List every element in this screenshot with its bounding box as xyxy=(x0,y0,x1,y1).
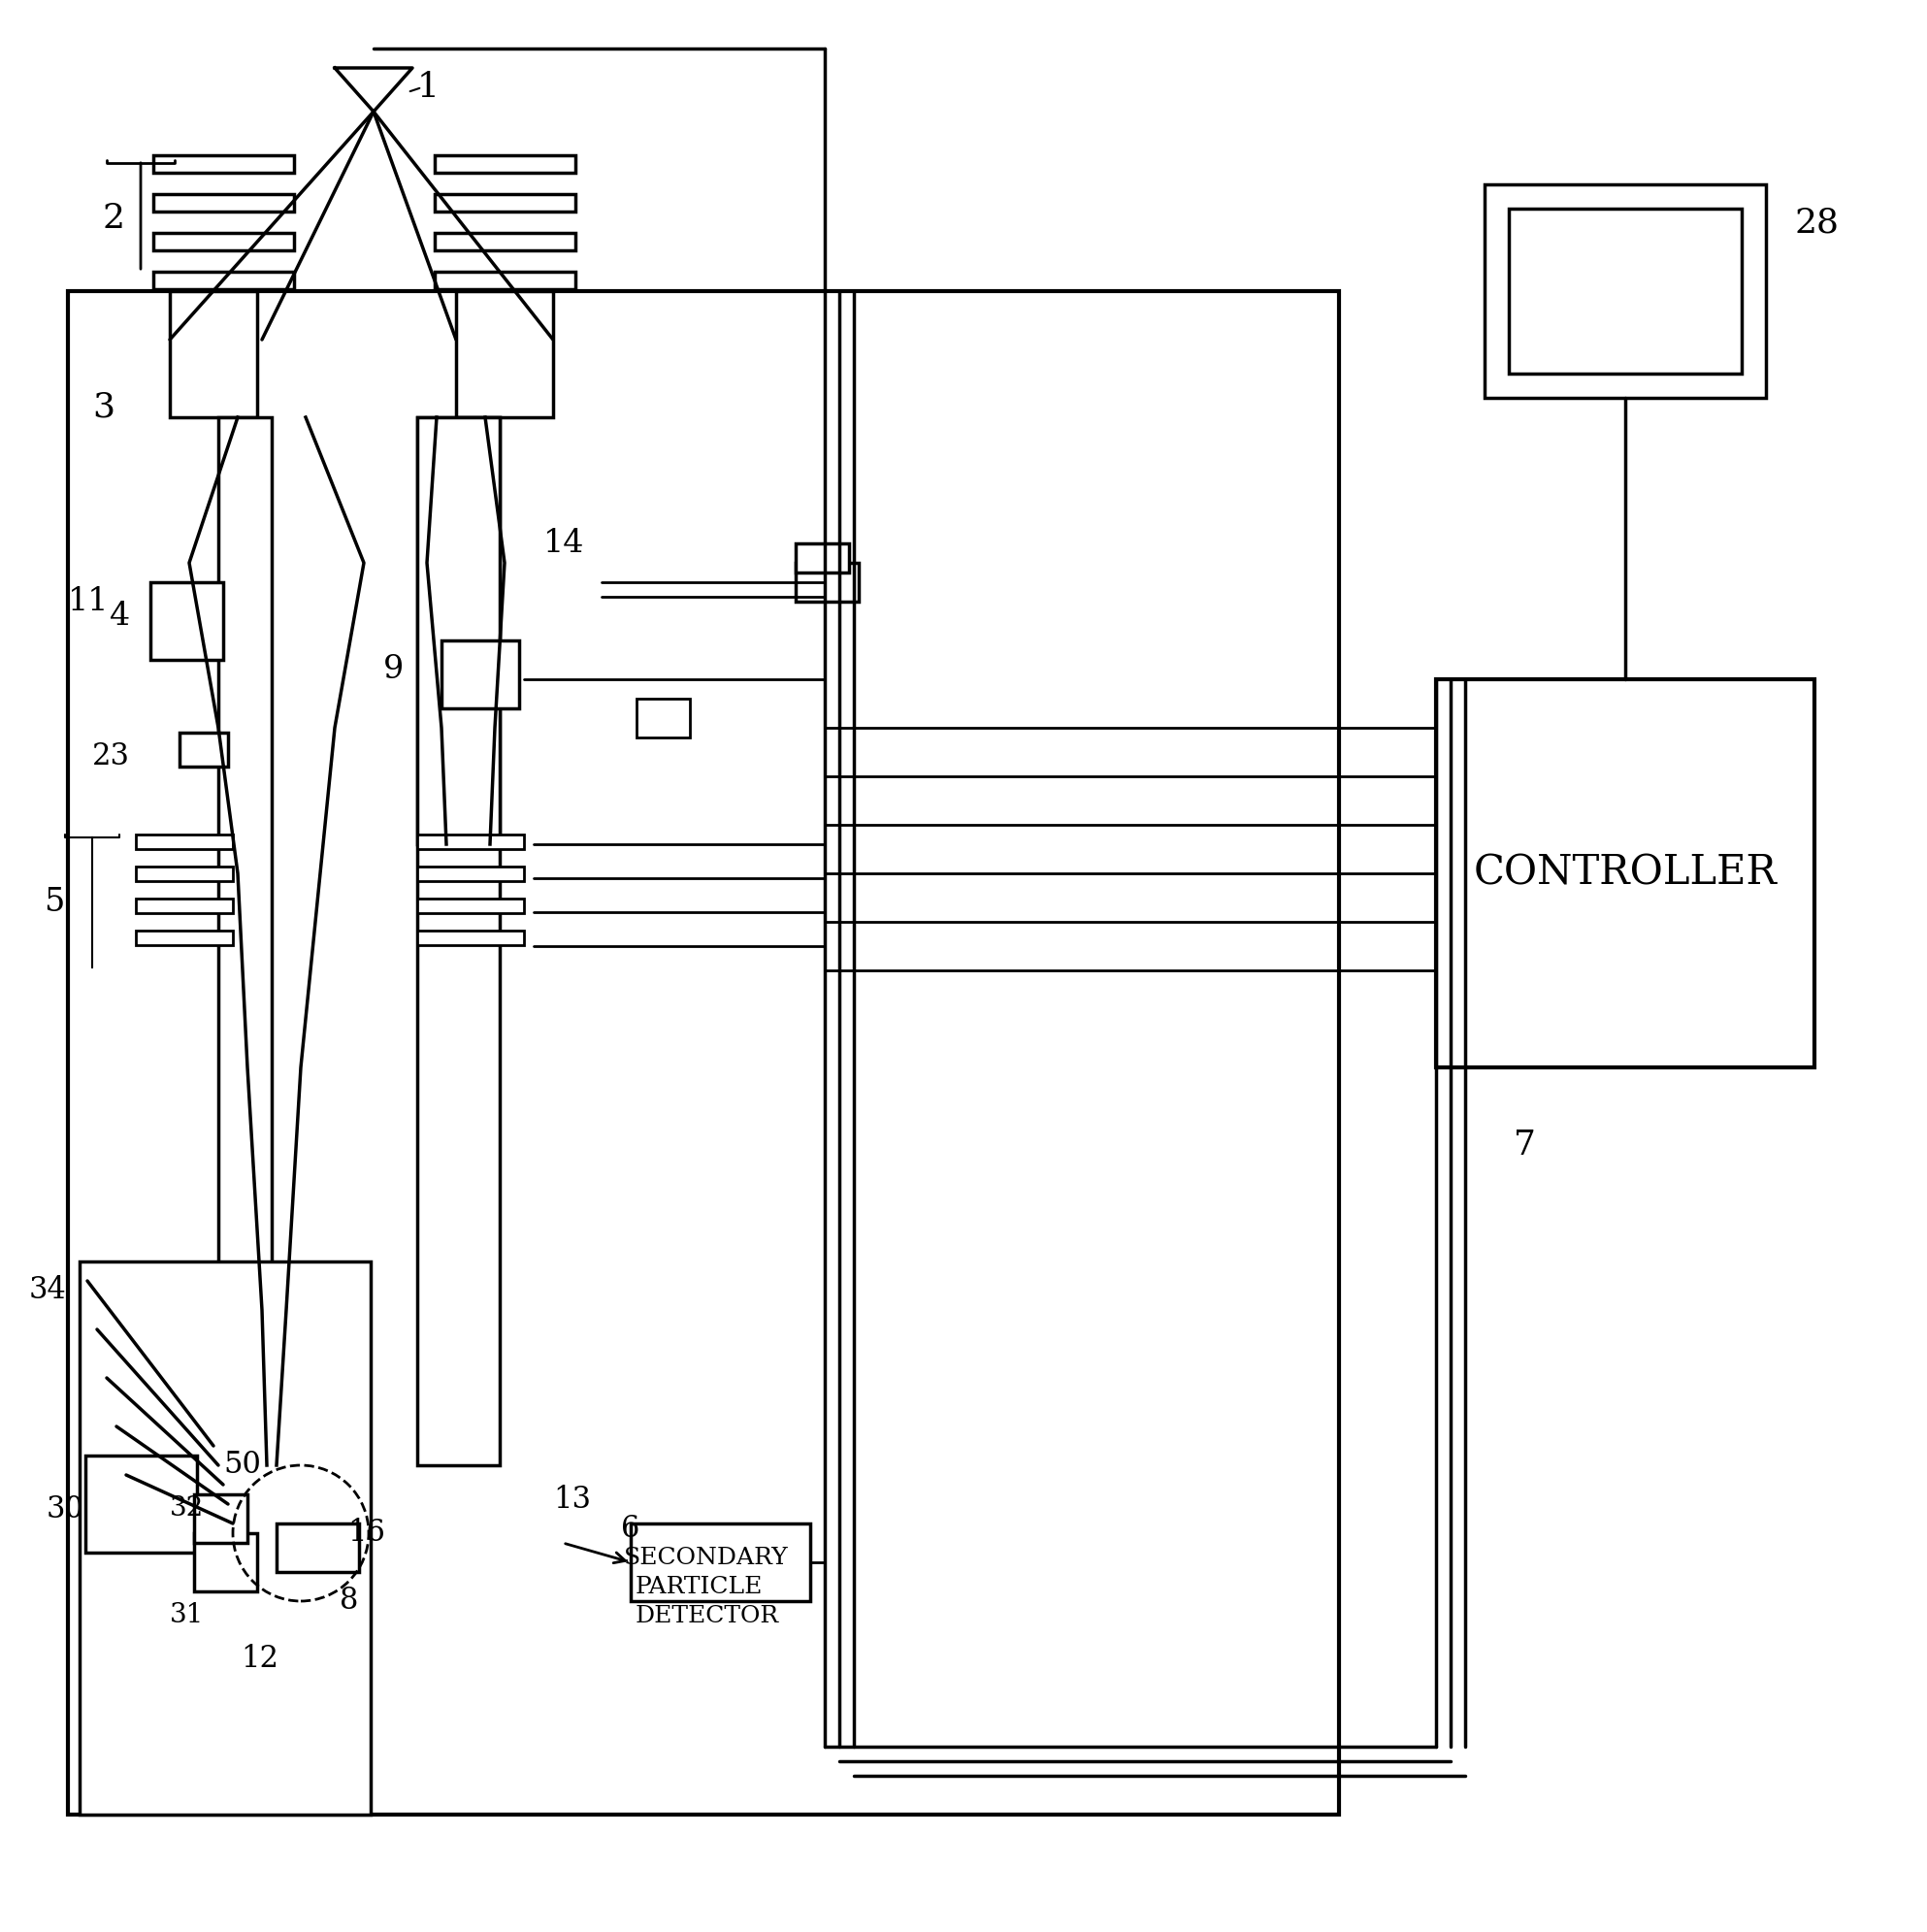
Bar xyxy=(135,867,233,881)
Text: DETECTOR: DETECTOR xyxy=(636,1604,779,1627)
Bar xyxy=(135,931,233,945)
Bar xyxy=(135,835,233,848)
Text: 23: 23 xyxy=(92,742,129,773)
Bar xyxy=(436,155,576,172)
Bar xyxy=(79,1262,370,1814)
Bar xyxy=(630,1524,809,1602)
Text: 34: 34 xyxy=(29,1275,67,1306)
Text: 6: 6 xyxy=(620,1513,640,1544)
Text: 32: 32 xyxy=(170,1495,204,1522)
Text: 30: 30 xyxy=(46,1493,85,1524)
Text: 28: 28 xyxy=(1796,207,1840,240)
Text: 4: 4 xyxy=(110,601,131,632)
Text: 13: 13 xyxy=(553,1484,592,1515)
Bar xyxy=(150,582,224,661)
Bar xyxy=(195,1534,256,1592)
Bar xyxy=(436,272,576,290)
Bar xyxy=(457,292,553,417)
Bar xyxy=(154,193,295,211)
Text: 11: 11 xyxy=(67,585,110,616)
Bar xyxy=(135,898,233,914)
Text: 5: 5 xyxy=(44,887,64,918)
Bar xyxy=(418,835,524,848)
Text: 9: 9 xyxy=(383,655,405,686)
Bar xyxy=(1484,184,1765,398)
Text: 12: 12 xyxy=(241,1644,279,1675)
Bar xyxy=(418,417,499,1464)
Bar xyxy=(154,272,295,290)
Bar xyxy=(170,292,256,417)
Bar xyxy=(441,639,518,709)
Bar xyxy=(436,193,576,211)
Text: 16: 16 xyxy=(347,1519,385,1548)
Bar xyxy=(1509,209,1742,373)
Bar xyxy=(67,292,1339,1814)
Bar xyxy=(436,234,576,251)
Bar xyxy=(154,155,295,172)
Bar xyxy=(418,898,524,914)
Bar xyxy=(85,1455,197,1553)
Bar xyxy=(218,417,272,1464)
Bar xyxy=(796,562,859,601)
Bar xyxy=(636,699,690,738)
Bar xyxy=(179,732,227,767)
Bar xyxy=(154,234,295,251)
Text: 7: 7 xyxy=(1513,1128,1536,1161)
Text: 2: 2 xyxy=(102,201,123,236)
Text: 8: 8 xyxy=(339,1586,358,1617)
Bar xyxy=(418,867,524,881)
Bar xyxy=(277,1524,358,1573)
Bar xyxy=(796,543,850,572)
Text: SECONDARY: SECONDARY xyxy=(624,1546,788,1569)
Text: 1: 1 xyxy=(418,71,439,104)
Text: CONTROLLER: CONTROLLER xyxy=(1474,852,1777,895)
Bar xyxy=(1436,680,1815,1066)
Text: 50: 50 xyxy=(224,1451,260,1480)
Text: 14: 14 xyxy=(543,527,584,558)
Bar xyxy=(418,417,499,844)
Bar xyxy=(195,1493,247,1544)
Bar xyxy=(418,931,524,945)
Text: 3: 3 xyxy=(92,390,114,423)
Text: 31: 31 xyxy=(170,1602,204,1629)
Text: PARTICLE: PARTICLE xyxy=(636,1575,763,1598)
